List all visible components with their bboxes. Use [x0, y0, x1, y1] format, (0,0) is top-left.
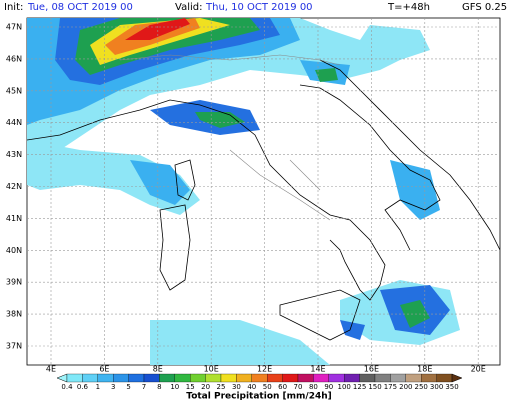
colorbar-segment [328, 373, 345, 383]
colorbar-arrow [56, 373, 68, 383]
lat-label: 46N [6, 54, 22, 63]
colorbar-label: 300 [430, 383, 443, 391]
colorbar-label: 125 [353, 383, 366, 391]
colorbar-label: 1 [96, 383, 100, 391]
colorbar-segment [359, 373, 376, 383]
precip-field [27, 18, 460, 365]
colorbar-label: 70 [294, 383, 303, 391]
lon-label: 6E [99, 365, 109, 374]
lat-label: 42N [6, 182, 22, 191]
colorbar-segment [205, 373, 222, 383]
colorbar-label: 40 [247, 383, 256, 391]
colorbar-segment [344, 373, 360, 383]
colorbar-segment [82, 373, 98, 383]
colorbar-label: 200 [399, 383, 412, 391]
lat-label: 44N [6, 118, 22, 127]
colorbar-segment [159, 373, 175, 383]
colorbar-segment [267, 373, 283, 383]
colorbar-arrow [451, 373, 463, 383]
colorbar-label: 50 [263, 383, 272, 391]
lon-label: 8E [153, 365, 163, 374]
lon-label: 10E [204, 365, 219, 374]
lon-label: 18E [417, 365, 432, 374]
valid-time: Thu, 10 OCT 2019 00 [205, 2, 313, 13]
lat-label: 43N [6, 150, 22, 159]
lat-label: 39N [6, 278, 22, 287]
lead-time: T=+48h [387, 2, 430, 13]
lon-label: 16E [364, 365, 379, 374]
colorbar-label: 0.4 [61, 383, 73, 391]
colorbar-label: 3 [111, 383, 115, 391]
lon-label: 20E [471, 365, 486, 374]
graticule [27, 18, 500, 365]
colorbar-segment [97, 373, 114, 383]
colorbar-segment [313, 373, 329, 383]
model-name: GFS 0.25 [462, 2, 507, 13]
colorbar-segment [220, 373, 237, 383]
colorbar-segment [113, 373, 129, 383]
init-label: Init: [4, 2, 23, 13]
map-area [26, 17, 501, 366]
colorbar-segment [282, 373, 299, 383]
colorbar-label: 60 [278, 383, 287, 391]
coastlines [27, 54, 500, 341]
colorbar-label: 15 [186, 383, 195, 391]
colorbar-segment [374, 373, 391, 383]
colorbar-segment [128, 373, 145, 383]
lon-label: 12E [257, 365, 272, 374]
colorbar-label: 350 [445, 383, 458, 391]
colorbar-segment [436, 373, 453, 383]
lon-label: 4E [46, 365, 56, 374]
colorbar-segment [421, 373, 437, 383]
colorbar-segment [174, 373, 191, 383]
colorbar-segment [405, 373, 422, 383]
lat-label: 45N [6, 86, 22, 95]
init-time: Tue, 08 OCT 2019 00 [27, 2, 133, 13]
colorbar-label: 0.6 [77, 383, 89, 391]
lat-label: 41N [6, 214, 22, 223]
colorbar-label: 5 [126, 383, 130, 391]
colorbar-label: 25 [217, 383, 226, 391]
colorbar: 0.4 0.6 1 3 5 7 8 10 15 20 25 30 40 50 60 70 80 90 100 125 1… [56, 373, 463, 391]
colorbar-segment [390, 373, 406, 383]
colorbar-segment [297, 373, 314, 383]
colorbar-label: 8 [157, 383, 161, 391]
colorbar-label: 90 [324, 383, 333, 391]
colorbar-label: 150 [368, 383, 381, 391]
lat-label: 37N [6, 342, 22, 351]
colorbar-label: 175 [384, 383, 397, 391]
colorbar-label: 20 [201, 383, 210, 391]
colorbar-label: 250 [415, 383, 428, 391]
lon-label: 14E [310, 365, 325, 374]
colorbar-label: 7 [142, 383, 146, 391]
colorbar-label: 100 [338, 383, 351, 391]
lat-label: 38N [6, 310, 22, 319]
colorbar-title: Total Precipitation [mm/24h] [186, 392, 332, 400]
colorbar-label: 10 [170, 383, 179, 391]
colorbar-segment [236, 373, 252, 383]
colorbar-segment [143, 373, 160, 383]
lat-label: 40N [6, 246, 22, 255]
colorbar-label: 30 [232, 383, 241, 391]
valid-label: Valid: [175, 2, 202, 13]
colorbar-segment [251, 373, 268, 383]
colorbar-segment [66, 373, 83, 383]
lat-label: 47N [6, 23, 22, 32]
colorbar-segment [190, 373, 206, 383]
colorbar-label: 80 [309, 383, 318, 391]
